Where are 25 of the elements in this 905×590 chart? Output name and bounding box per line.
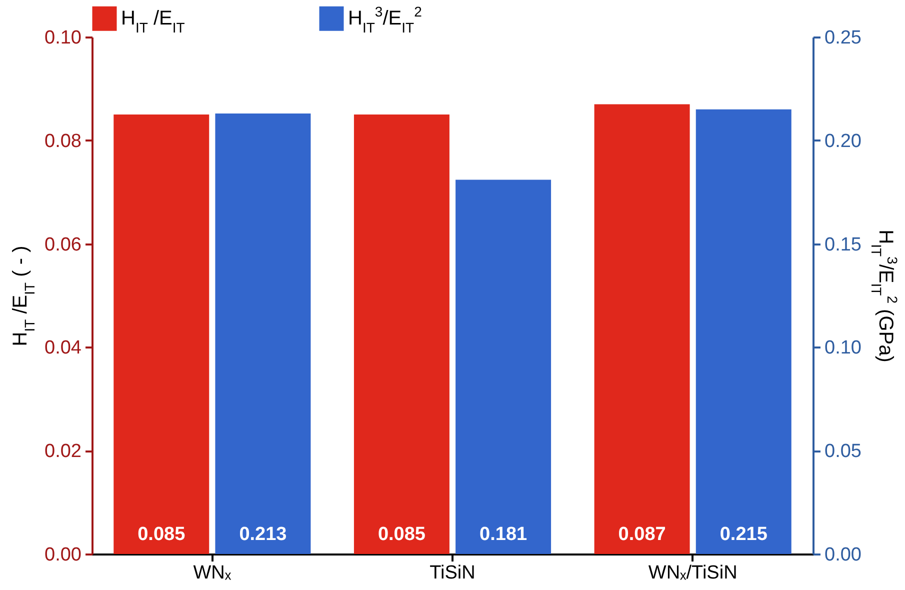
y2-tick-label: 0.15 (824, 234, 862, 256)
y-tick-label: 0.04 (44, 338, 82, 359)
y-tick-label: 0.10 (44, 28, 82, 48)
y2-tick-label: 0.05 (824, 441, 862, 462)
y-tick-label: 0.06 (44, 234, 82, 256)
data-label: 0.181 (480, 524, 528, 545)
legend-label: H$_{IT}$ /E$_{IT}$ (121, 8, 186, 36)
y-tick-label: 0.00 (44, 544, 82, 566)
data-label: 0.085 (378, 524, 426, 545)
y2-tick-label: 0.00 (824, 544, 862, 566)
y-tick-label: 0.08 (44, 130, 82, 152)
y2-tick-label: 0.25 (824, 28, 862, 48)
bar (215, 114, 311, 554)
y-tick-label: 0.02 (44, 441, 82, 462)
data-label: 0.087 (618, 524, 666, 545)
bar (696, 109, 792, 554)
data-label: 0.215 (720, 524, 768, 545)
bar (456, 180, 552, 554)
y2-tick-label: 0.10 (824, 338, 862, 359)
data-label: 0.213 (239, 524, 287, 545)
x-tick-label: TiSiN (430, 562, 476, 584)
data-label: 0.085 (138, 524, 186, 545)
x-tick-label: WNₓ (193, 562, 232, 584)
x-tick-label: WNₓ/TiSiN (648, 562, 738, 584)
y2-tick-label: 0.20 (824, 130, 862, 152)
